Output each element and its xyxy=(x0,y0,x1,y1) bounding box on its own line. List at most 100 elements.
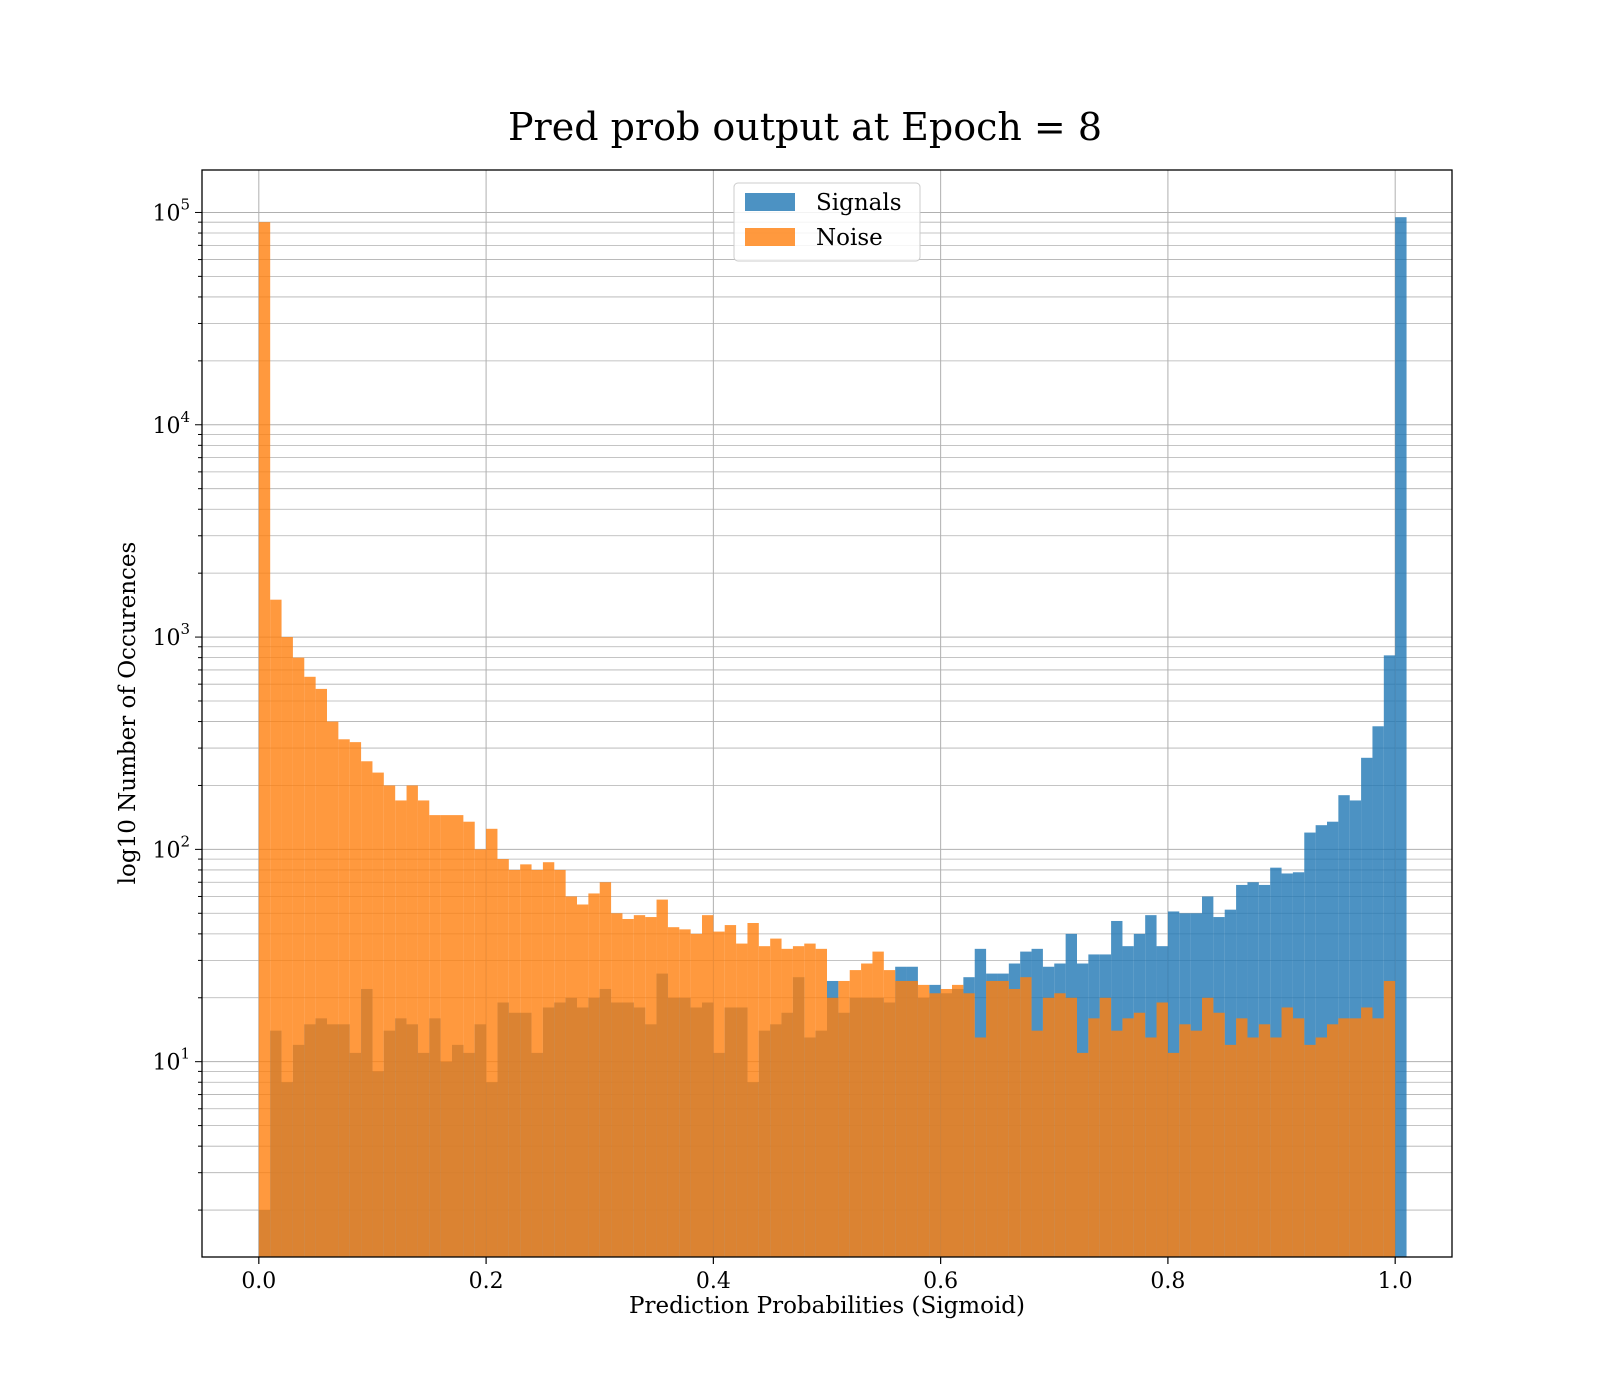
noise-bar xyxy=(315,688,327,1257)
noise-bar xyxy=(1202,997,1214,1257)
x-axis-ticks: 0.0 0.2 0.4 0.6 0.8 1.0 xyxy=(241,1257,1413,1294)
noise-bar xyxy=(986,980,998,1257)
noise-bar xyxy=(758,946,771,1257)
noise-bar xyxy=(1383,980,1396,1257)
noise-bar xyxy=(645,917,657,1257)
x-axis-label: Prediction Probabilities (Sigmoid) xyxy=(629,1293,1025,1319)
noise-bar xyxy=(792,946,805,1257)
noise-bar xyxy=(1167,1052,1180,1257)
noise-bar xyxy=(270,599,282,1257)
noise-bar xyxy=(1224,1044,1237,1257)
noise-bar xyxy=(940,988,952,1257)
noise-bar xyxy=(667,927,680,1257)
noise-bar xyxy=(327,721,339,1257)
noise-bar xyxy=(1008,988,1021,1257)
noise-bar xyxy=(349,742,362,1257)
y-axis-label: log10 Number of Occurences xyxy=(115,542,141,885)
noise-bar xyxy=(1122,1018,1134,1257)
x-tick-label: 0.0 xyxy=(241,1269,276,1294)
x-tick-label: 0.4 xyxy=(696,1269,731,1294)
noise-bar xyxy=(1361,1007,1373,1257)
noise-bar xyxy=(1020,977,1032,1257)
noise-bar xyxy=(565,896,577,1257)
noise-bar xyxy=(838,980,850,1257)
noise-bar xyxy=(395,800,407,1257)
noise-bar xyxy=(1099,997,1112,1257)
noise-bar xyxy=(292,657,305,1257)
signals-bar xyxy=(1361,757,1373,1257)
noise-bar xyxy=(1077,1052,1089,1257)
x-tick-label: 0.2 xyxy=(469,1269,504,1294)
noise-bar xyxy=(906,980,918,1257)
noise-bar xyxy=(417,800,430,1257)
noise-bar xyxy=(622,918,634,1257)
noise-bar xyxy=(1258,1024,1271,1257)
noise-bar xyxy=(702,915,714,1257)
y-tick-label: 102 xyxy=(152,832,190,863)
noise-bar xyxy=(372,772,384,1257)
noise-bar xyxy=(508,869,521,1257)
legend-label-noise: Noise xyxy=(816,225,883,251)
y-tick-label: 101 xyxy=(152,1045,190,1076)
noise-bar xyxy=(827,997,839,1257)
noise-bar xyxy=(304,676,316,1257)
noise-bar xyxy=(747,922,759,1257)
noise-bar xyxy=(861,963,873,1257)
noise-bar xyxy=(1281,1007,1293,1257)
noise-bar xyxy=(1190,1030,1202,1257)
noise-bar xyxy=(588,893,600,1257)
noise-bar xyxy=(1088,1018,1100,1257)
noise-bar xyxy=(1338,1018,1350,1257)
noise-bar xyxy=(815,948,827,1257)
noise-bar xyxy=(406,785,418,1257)
noise-bar xyxy=(1304,1044,1316,1257)
noise-bar xyxy=(383,785,396,1257)
noise-bar xyxy=(1315,1037,1327,1257)
noise-bar xyxy=(1247,1037,1259,1257)
noise-bar xyxy=(1054,993,1066,1257)
legend-swatch-signals xyxy=(745,193,795,211)
noise-bar xyxy=(452,815,464,1257)
noise-bar xyxy=(440,815,452,1257)
noise-bar xyxy=(997,980,1009,1257)
noise-bar xyxy=(338,739,350,1257)
noise-bar xyxy=(577,904,589,1257)
x-tick-label: 0.6 xyxy=(923,1269,958,1294)
noise-bar xyxy=(724,925,737,1257)
noise-bar xyxy=(1292,1018,1305,1257)
noise-bar xyxy=(1349,1018,1362,1257)
noise-bar xyxy=(1111,1030,1123,1257)
noise-bar xyxy=(1145,1037,1157,1257)
noise-bar xyxy=(497,859,509,1257)
noise-bar xyxy=(690,933,702,1257)
noise-bar xyxy=(1156,1002,1168,1257)
signals-bar xyxy=(1372,726,1384,1257)
noise-bar xyxy=(736,943,748,1257)
noise-bar xyxy=(1236,1018,1248,1257)
x-tick-label: 0.8 xyxy=(1150,1269,1185,1294)
noise-bar xyxy=(463,821,475,1257)
noise-bar xyxy=(895,980,907,1257)
noise-bar xyxy=(770,938,782,1257)
signals-bar xyxy=(1383,655,1396,1257)
noise-bar xyxy=(281,637,293,1257)
plot-frame xyxy=(201,169,1453,1258)
signals-bar xyxy=(1395,217,1407,1258)
noise-bar xyxy=(872,951,884,1257)
noise-bar xyxy=(781,948,793,1257)
y-axis-ticks: 101 102 103 104 105 xyxy=(152,195,202,1211)
noise-bar xyxy=(1327,1024,1339,1257)
noise-bar xyxy=(679,929,691,1257)
y-tick-label: 103 xyxy=(152,620,190,651)
noise-bar xyxy=(952,984,964,1257)
noise-bar xyxy=(883,970,896,1257)
legend: Signals Noise xyxy=(733,182,921,262)
noise-bar xyxy=(1133,1012,1146,1257)
noise-bar xyxy=(1031,1030,1043,1257)
noise-bar xyxy=(929,993,941,1257)
noise-bar xyxy=(531,869,543,1257)
noise-bar xyxy=(520,864,532,1257)
y-tick-label: 105 xyxy=(152,195,190,226)
noise-bar xyxy=(656,899,668,1257)
